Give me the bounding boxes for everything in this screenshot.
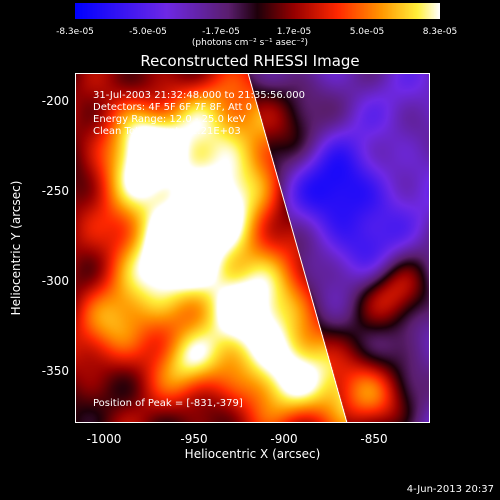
x-tick: -950	[180, 432, 208, 446]
x-axis-label: Heliocentric X (arcsec)	[184, 447, 321, 461]
solar-limb-line	[247, 73, 348, 423]
x-tick: -850	[360, 432, 388, 446]
y-tick: -350	[41, 364, 69, 378]
info-peak-position: Position of Peak = [-831,-379]	[93, 398, 243, 409]
y-tick: -300	[41, 274, 69, 288]
image-title: Reconstructed RHESSI Image	[140, 52, 360, 70]
colorbar-tick: 5.0e-05	[349, 27, 385, 37]
colorbar-tick: -5.0e-05	[129, 27, 167, 37]
y-tick: -200	[41, 94, 69, 108]
colorbar-tick: -1.7e-05	[202, 27, 240, 37]
y-tick: -250	[41, 184, 69, 198]
colorbar-tick: 1.7e-05	[276, 27, 312, 37]
y-axis-label: Heliocentric Y (arcsec)	[9, 180, 23, 316]
info-detectors: Detectors: 4F 5F 6F 7F 8F, Att 0	[93, 102, 253, 113]
info-clean: Clean Total counts: 1.21E+03	[93, 126, 241, 137]
reconstructed-image	[75, 73, 430, 423]
colorbar-gradient	[75, 3, 440, 19]
colorbar-units: (photons cm⁻² s⁻¹ asec⁻²)	[191, 38, 309, 48]
limb-overlay	[247, 73, 348, 423]
colorbar-tick: 8.3e-05	[422, 27, 458, 37]
x-tick: -1000	[86, 432, 122, 446]
image-area	[75, 73, 430, 423]
info-time: 31-Jul-2003 21:32:48.000 to 21:35:56.000	[93, 90, 305, 101]
info-energy: Energy Range: 12.0 - 25.0 keV	[93, 114, 246, 125]
colorbar-tick: -8.3e-05	[56, 27, 94, 37]
timestamp: 4-Jun-2013 20:37	[406, 484, 494, 495]
x-tick: -900	[270, 432, 298, 446]
